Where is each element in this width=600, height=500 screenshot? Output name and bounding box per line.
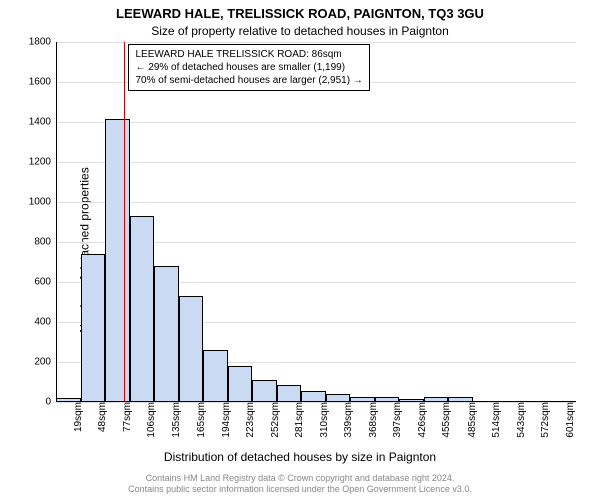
x-tick-label: 514sqm xyxy=(489,402,502,438)
histogram-bar xyxy=(130,216,155,402)
chart-title-sub: Size of property relative to detached ho… xyxy=(0,24,600,38)
x-tick-label: 194sqm xyxy=(219,402,232,438)
info-box: LEEWARD HALE TRELISSICK ROAD: 86sqm← 29%… xyxy=(128,44,369,91)
histogram-bar xyxy=(105,119,130,402)
y-tick-label: 800 xyxy=(34,237,56,248)
x-tick-label: 135sqm xyxy=(169,402,182,438)
x-tick-label: 77sqm xyxy=(120,402,133,432)
x-tick-label: 19sqm xyxy=(71,402,84,432)
histogram-bar xyxy=(228,366,253,402)
y-tick-label: 1200 xyxy=(29,157,56,168)
chart-title-main: LEEWARD HALE, TRELISSICK ROAD, PAIGNTON,… xyxy=(0,6,600,21)
y-tick-label: 400 xyxy=(34,317,56,328)
footer-line-2: Contains public sector information licen… xyxy=(0,484,600,496)
y-tick-label: 0 xyxy=(45,397,56,408)
y-tick-label: 200 xyxy=(34,357,56,368)
x-tick-label: 48sqm xyxy=(95,402,108,432)
footer-line-1: Contains HM Land Registry data © Crown c… xyxy=(0,473,600,485)
y-tick-label: 1400 xyxy=(29,117,56,128)
y-axis-line xyxy=(56,42,57,402)
x-tick-label: 223sqm xyxy=(243,402,256,438)
info-box-line: 70% of semi-detached houses are larger (… xyxy=(135,74,362,87)
x-axis-label: Distribution of detached houses by size … xyxy=(0,450,600,464)
y-tick-label: 1800 xyxy=(29,37,56,48)
x-tick-label: 368sqm xyxy=(366,402,379,438)
y-tick-label: 1600 xyxy=(29,77,56,88)
grid-line xyxy=(56,162,576,163)
histogram-bar xyxy=(203,350,228,402)
grid-line xyxy=(56,122,576,123)
x-tick-label: 165sqm xyxy=(194,402,207,438)
info-box-line: LEEWARD HALE TRELISSICK ROAD: 86sqm xyxy=(135,48,362,61)
x-tick-label: 455sqm xyxy=(439,402,452,438)
x-tick-label: 426sqm xyxy=(415,402,428,438)
x-tick-label: 485sqm xyxy=(465,402,478,438)
y-tick-label: 600 xyxy=(34,277,56,288)
x-tick-label: 339sqm xyxy=(341,402,354,438)
x-tick-label: 543sqm xyxy=(514,402,527,438)
histogram-bar xyxy=(81,254,106,402)
histogram-bar xyxy=(277,385,302,402)
x-tick-label: 281sqm xyxy=(292,402,305,438)
x-tick-label: 106sqm xyxy=(144,402,157,438)
reference-line xyxy=(124,42,125,402)
histogram-bar xyxy=(252,380,277,402)
x-tick-label: 601sqm xyxy=(563,402,576,438)
y-tick-label: 1000 xyxy=(29,197,56,208)
info-box-line: ← 29% of detached houses are smaller (1,… xyxy=(135,61,362,74)
grid-line xyxy=(56,202,576,203)
footer-attribution: Contains HM Land Registry data © Crown c… xyxy=(0,473,600,496)
grid-line xyxy=(56,42,576,43)
x-tick-label: 310sqm xyxy=(317,402,330,438)
histogram-bar xyxy=(154,266,179,402)
x-tick-label: 397sqm xyxy=(390,402,403,438)
histogram-bar xyxy=(179,296,204,402)
x-tick-label: 572sqm xyxy=(538,402,551,438)
x-tick-label: 252sqm xyxy=(268,402,281,438)
plot-area: 02004006008001000120014001600180019sqm48… xyxy=(56,42,576,402)
